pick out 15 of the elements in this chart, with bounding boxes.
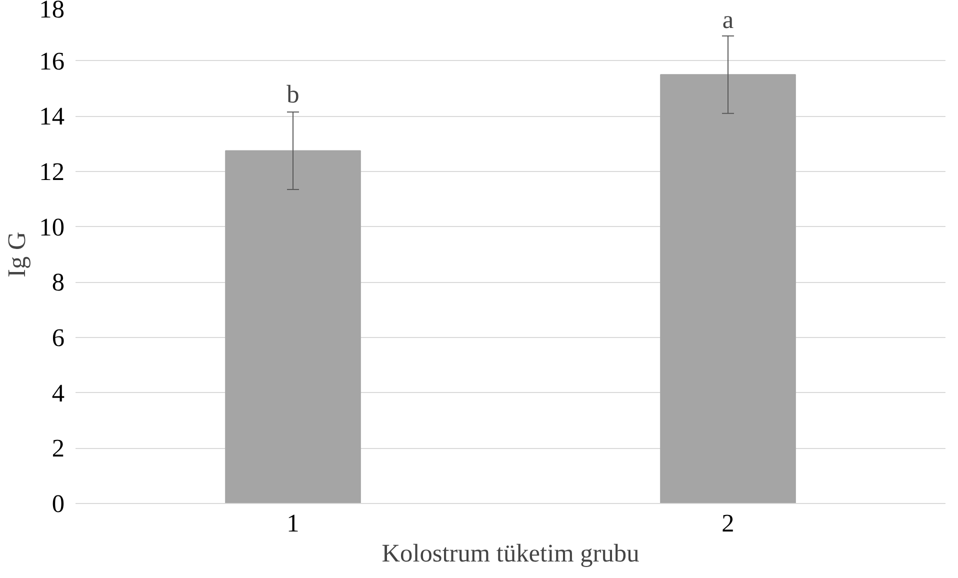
x-tick-label: 1 [286,510,300,538]
annotation: a [722,6,734,34]
y-tick-label: 16 [39,47,64,76]
y-tick-label: 14 [39,102,65,131]
y-tick-label: 2 [52,434,65,463]
x-axis-title: Kolostrum tüketim grubu [382,540,640,568]
y-tick-label: 6 [52,324,65,352]
annotation: b [286,80,300,109]
y-tick-label: 18 [39,0,64,24]
y-tick-label: 10 [39,213,64,242]
y-tick-label: 0 [52,490,65,518]
y-tick-label: 4 [52,379,65,408]
y-axis-title: Ig G [3,232,32,278]
y-tick-label: 12 [39,158,64,186]
y-tick-label: 8 [52,268,65,297]
